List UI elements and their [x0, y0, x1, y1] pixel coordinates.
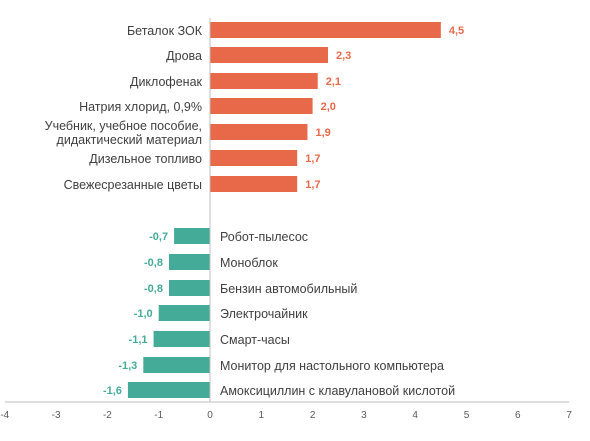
- x-tick-label-10: 6: [515, 410, 521, 421]
- value-label-3: 2,0: [321, 101, 336, 113]
- category-label-4: Учебник, учебное пособие, дидактический м…: [45, 119, 202, 147]
- bar-1: [210, 47, 328, 63]
- x-tick-label-7: 3: [361, 410, 367, 421]
- bar-8: [168, 254, 210, 270]
- value-label-4: 1,9: [315, 127, 330, 139]
- x-tick-label-11: 7: [566, 410, 572, 421]
- category-label-3: Натрия хлорид, 0,9%: [79, 100, 202, 114]
- value-label-12: -1,3: [118, 360, 137, 372]
- x-tick-label-5: 1: [259, 410, 265, 421]
- bar-10: [158, 305, 210, 321]
- value-label-6: 1,7: [305, 179, 320, 191]
- category-label-12: Монитор для настольного компьютера: [220, 359, 444, 373]
- bars-group: 4,5 Беталок ЗОК 2,3 Дрова 2,1 Диклофенак 2,0 На…: [45, 22, 464, 398]
- bar-9: [168, 280, 210, 296]
- bar-3: [210, 98, 313, 114]
- bar-4: [210, 124, 308, 140]
- value-label-10: -1,0: [134, 308, 153, 320]
- bar-13: [127, 382, 210, 398]
- category-label-line: Учебник, учебное пособие,: [45, 119, 202, 133]
- category-label-line: дидактический материал: [57, 133, 202, 147]
- x-tick-label-9: 5: [464, 410, 470, 421]
- category-label-1: Дрова: [166, 49, 202, 63]
- bar-0: [210, 22, 441, 38]
- category-label-10: Электрочайник: [220, 307, 308, 321]
- category-label-5: Дизельное топливо: [89, 152, 202, 166]
- bar-12: [143, 357, 210, 373]
- x-tick-label-0: -4: [0, 410, 9, 421]
- x-tick-label-3: -1: [154, 410, 163, 421]
- bar-5: [210, 150, 298, 166]
- bar-11: [153, 331, 210, 347]
- bar-2: [210, 73, 318, 89]
- category-label-0: Беталок ЗОК: [127, 24, 203, 38]
- value-label-8: -0,8: [144, 257, 163, 269]
- value-label-13: -1,6: [103, 385, 122, 397]
- category-label-7: Робот-пылесос: [220, 230, 308, 244]
- value-label-11: -1,1: [129, 334, 148, 346]
- x-tick-label-1: -3: [52, 410, 61, 421]
- value-label-2: 2,1: [326, 76, 341, 88]
- value-label-9: -0,8: [144, 283, 163, 295]
- value-label-7: -0,7: [149, 231, 168, 243]
- value-label-0: 4,5: [449, 25, 464, 37]
- value-label-1: 2,3: [336, 50, 351, 62]
- category-label-11: Смарт-часы: [220, 333, 290, 347]
- x-tick-label-4: 0: [207, 410, 213, 421]
- bar-7: [174, 228, 210, 244]
- category-label-9: Бензин автомобильный: [220, 282, 357, 296]
- category-label-8: Моноблок: [220, 256, 278, 270]
- bar-6: [210, 176, 298, 192]
- value-label-5: 1,7: [305, 153, 320, 165]
- x-tick-label-2: -2: [103, 410, 112, 421]
- x-tick-label-8: 4: [412, 410, 418, 421]
- category-label-13: Амоксициллин с клавулановой кислотой: [220, 384, 455, 398]
- category-label-2: Диклофенак: [130, 75, 203, 89]
- category-label-6: Свежесрезанные цветы: [64, 178, 202, 192]
- x-axis-ticks: -4 -3 -2 -1 0 1 2 3 4 5 6 7: [0, 410, 572, 421]
- x-tick-label-6: 2: [310, 410, 316, 421]
